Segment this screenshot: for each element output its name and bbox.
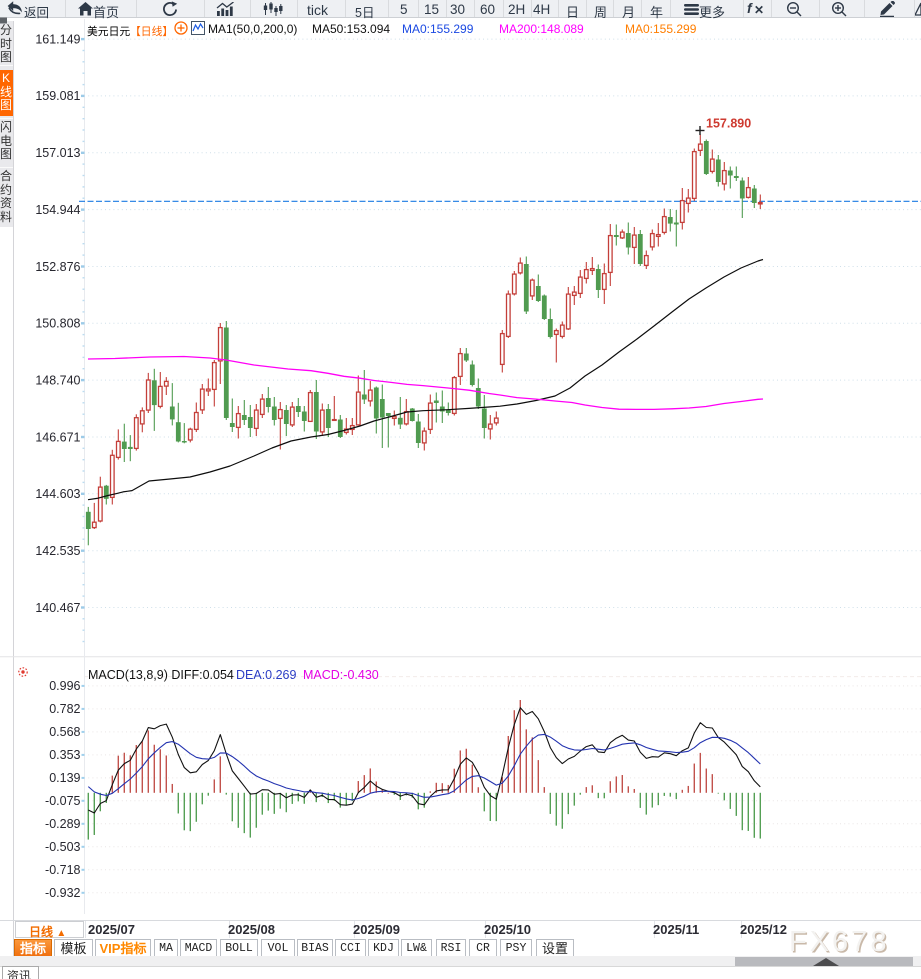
svg-text:140.467: 140.467 [35,601,80,615]
svg-text:0.782: 0.782 [49,702,80,716]
svg-text:MACD(13,8,9) DIFF:0.054: MACD(13,8,9) DIFF:0.054 [88,668,234,682]
svg-text:146.671: 146.671 [35,430,80,444]
svg-text:142.535: 142.535 [35,544,80,558]
svg-text:0.568: 0.568 [49,725,80,739]
svg-text:-0.503: -0.503 [45,840,80,854]
svg-text:DEA:0.269: DEA:0.269 [236,668,297,682]
svg-text:152.876: 152.876 [35,260,80,274]
svg-text:MACD:-0.430: MACD:-0.430 [303,668,379,682]
svg-text:0.353: 0.353 [49,748,80,762]
svg-text:144.603: 144.603 [35,487,80,501]
svg-text:157.890: 157.890 [706,117,751,131]
svg-text:161.149: 161.149 [35,32,80,46]
svg-text:157.013: 157.013 [35,146,80,160]
svg-text:0.139: 0.139 [49,771,80,785]
svg-text:-0.289: -0.289 [45,817,80,831]
svg-text:0.996: 0.996 [49,679,80,693]
svg-text:-0.075: -0.075 [45,794,80,808]
svg-text:150.808: 150.808 [35,317,80,331]
svg-text:154.944: 154.944 [35,203,80,217]
svg-text:148.740: 148.740 [35,373,80,387]
svg-text:159.081: 159.081 [35,89,80,103]
svg-text:-0.932: -0.932 [45,886,80,900]
svg-text:-0.718: -0.718 [45,863,80,877]
